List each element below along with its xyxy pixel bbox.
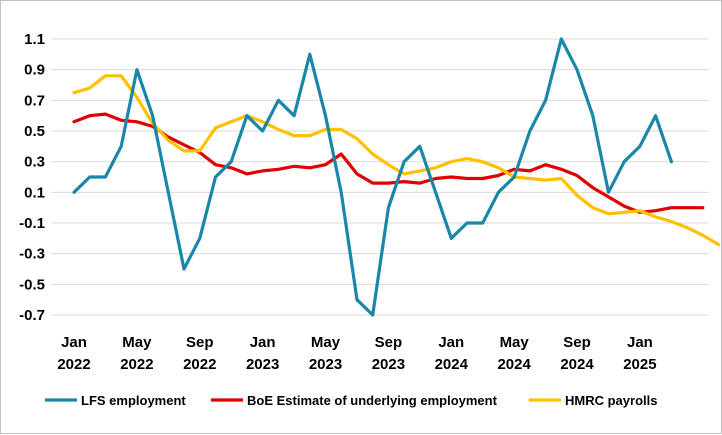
x-tick-month: May <box>500 334 530 351</box>
legend-label: HMRC payrolls <box>565 393 657 408</box>
legend: LFS employment BoE Estimate of underlying… <box>45 393 657 408</box>
series-line-0 <box>72 37 674 317</box>
x-tick-year: 2022 <box>120 356 153 373</box>
x-tick-month: Jan <box>61 334 87 351</box>
x-axis-ticks: Jan 2022 May 2022 Sep 2022 Jan 2023 May 2023 Sep 20… <box>57 334 656 373</box>
x-tick-year: 2024 <box>435 356 469 373</box>
x-tick-month: Jan <box>627 334 653 351</box>
x-tick-year: 2024 <box>560 356 594 373</box>
y-tick-label: -0.5 <box>19 276 45 293</box>
x-tick-month: Jan <box>250 334 276 351</box>
x-tick-month: Sep <box>563 334 591 351</box>
y-tick-label: 0.1 <box>24 184 45 201</box>
y-tick-label: -0.7 <box>19 307 45 324</box>
y-tick-label: 0.9 <box>24 62 45 79</box>
y-tick-label: 0.3 <box>24 154 45 171</box>
y-tick-label: 1.1 <box>24 31 45 48</box>
series-line-2 <box>72 74 721 247</box>
x-tick-month: May <box>122 334 152 351</box>
x-tick-month: Jan <box>438 334 464 351</box>
x-tick-year: 2023 <box>372 356 405 373</box>
legend-label: LFS employment <box>81 393 186 408</box>
x-tick-month: Sep <box>375 334 403 351</box>
series-line-1 <box>72 112 705 214</box>
y-axis-ticks: 1.1 0.9 0.7 0.5 0.3 0.1 -0.1 -0.3 -0.5 -0.7 <box>19 31 45 324</box>
series-lines <box>72 37 721 317</box>
x-tick-year: 2023 <box>309 356 342 373</box>
x-tick-year: 2022 <box>57 356 90 373</box>
x-tick-year: 2024 <box>497 356 531 373</box>
y-tick-label: -0.1 <box>19 215 45 232</box>
x-tick-month: May <box>311 334 341 351</box>
y-tick-label: 0.7 <box>24 92 45 109</box>
x-tick-month: Sep <box>186 334 214 351</box>
y-tick-label: 0.5 <box>24 123 45 140</box>
x-tick-year: 2025 <box>623 356 656 373</box>
x-tick-year: 2023 <box>246 356 279 373</box>
y-tick-label: -0.3 <box>19 246 45 263</box>
legend-label: BoE Estimate of underlying employment <box>247 393 498 408</box>
x-tick-year: 2022 <box>183 356 216 373</box>
